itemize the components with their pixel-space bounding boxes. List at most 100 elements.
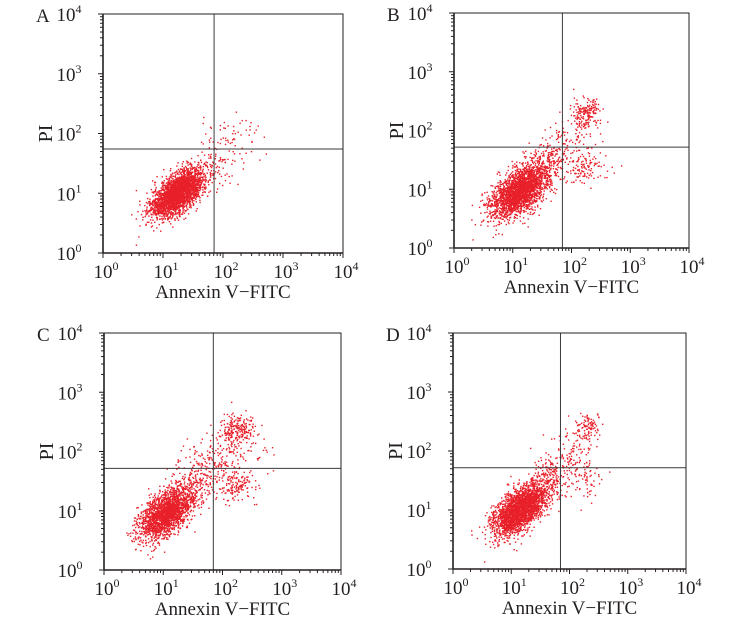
scatter-point-viable [155,205,157,207]
scatter-point-viable [157,211,159,213]
scatter-point-transition [225,139,227,142]
scatter-point-viable [508,206,511,208]
tick-base: 10 [57,184,76,205]
scatter-point-viable [176,212,179,215]
scatter-point-viable [191,193,193,195]
scatter-point-viable [166,204,168,206]
scatter-point-viable [523,173,525,175]
scatter-point-transition [214,171,217,173]
scatter-point-viable [196,173,199,175]
scatter-point-viable [185,187,187,189]
scatter-point-viable [151,225,154,227]
scatter-point-viable [493,225,495,227]
scatter-points [471,88,623,241]
tick-exponent: 0 [113,259,119,273]
scatter-point-viable [526,205,528,208]
scatter-point-viable [503,220,506,222]
scatter-point-viable [530,169,533,171]
scatter-point-viable [497,199,499,201]
scatter-point-viable [517,193,519,195]
scatter-point-viable [498,189,500,191]
scatter-point-viable [505,183,508,185]
scatter-point-viable [160,230,162,232]
scatter-point-viable [555,175,558,177]
scatter-point-transition [191,171,193,174]
scatter-point-viable [535,189,537,191]
scatter-point-viable [519,173,521,176]
scatter-point-viable [196,182,198,184]
scatter-point-viable [198,173,200,175]
scatter-point-transition [208,147,211,149]
scatter-point-early-apoptotic [222,159,224,161]
scatter-point-late-apoptotic [219,124,222,127]
scatter-point-viable [513,210,515,212]
scatter-point-viable [202,176,204,178]
scatter-point-viable [146,210,148,212]
scatter-point-viable [537,165,539,168]
scatter-point-viable [205,161,207,163]
scatter-point-viable [508,182,510,184]
scatter-point-viable [522,177,525,180]
scatter-point-viable [498,192,501,194]
scatter-point-viable [522,184,525,186]
scatter-point-viable [497,223,499,226]
scatter-point-viable [165,200,167,202]
scatter-point-viable [172,183,174,185]
scatter-point-viable [504,201,507,203]
scatter-point-early-apoptotic [237,183,239,186]
scatter-point-viable [537,206,539,208]
y-tick-label: 100 [57,241,82,265]
scatter-point-viable [500,197,502,200]
scatter-point-viable [191,198,193,200]
scatter-point-viable [538,180,540,182]
scatter-point-viable [508,201,511,203]
panel-label: B [387,5,400,26]
scatter-point-viable [196,173,198,176]
scatter-point-viable [189,191,192,193]
scatter-point-viable [170,209,172,211]
scatter-point-viable [487,221,489,223]
scatter-point-viable [170,203,172,205]
scatter-point-viable [181,168,183,170]
scatter-point-late-apoptotic [249,125,251,128]
scatter-point-viable [177,178,179,180]
scatter-point-viable [542,188,544,190]
scatter-point-viable [487,195,490,197]
scatter-point-viable [179,172,182,175]
scatter-point-viable [173,204,175,207]
scatter-point-viable [508,185,511,187]
scatter-point-viable [499,210,501,212]
scatter-point-viable [525,173,527,175]
scatter-point-viable [495,209,498,211]
scatter-point-viable [191,182,193,185]
scatter-point-viable [169,193,171,195]
scatter-point-viable [515,181,517,184]
scatter-point-viable [513,194,515,196]
panel-label: A [36,6,50,27]
scatter-point-viable [532,174,534,176]
scatter-point-viable [167,203,169,205]
scatter-point-viable [515,194,517,196]
scatter-point-viable [180,195,182,198]
scatter-point-viable [541,179,543,181]
scatter-point-viable [505,196,507,199]
scatter-point-viable [480,224,482,226]
scatter-point-viable [493,193,495,195]
scatter-point-viable [176,187,178,189]
scatter-point-viable [500,212,503,214]
scatter-point-viable [191,186,193,188]
scatter-point-viable [521,180,523,182]
scatter-point-viable [515,186,517,188]
scatter-point-viable [153,202,155,204]
scatter-point-viable [152,209,155,211]
scatter-point-viable [168,181,170,183]
scatter-point-viable [528,201,530,203]
scatter-point-viable [494,213,497,215]
scatter-point-viable [184,188,186,190]
tick-base: 10 [154,262,173,283]
scatter-point-viable [491,203,494,206]
tick-base: 10 [57,125,76,146]
scatter-point-viable [182,200,184,202]
scatter-point-viable [550,200,552,202]
scatter-point-viable [502,196,504,198]
